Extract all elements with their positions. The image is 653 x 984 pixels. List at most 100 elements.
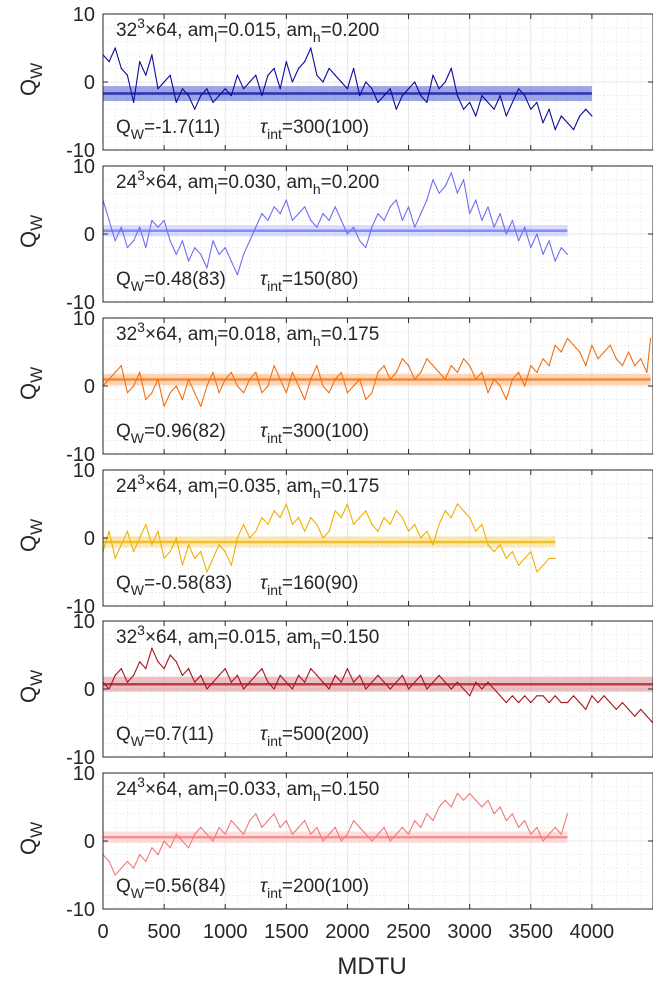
y-axis-label-main: Q	[16, 686, 41, 703]
data-point	[536, 233, 538, 235]
data-point	[236, 674, 239, 677]
data-point	[371, 681, 373, 683]
data-point	[542, 840, 544, 842]
data-point	[279, 213, 281, 215]
data-point	[322, 840, 324, 842]
data-point	[200, 826, 202, 829]
data-point	[322, 81, 324, 83]
data-point	[346, 833, 349, 835]
data-point	[389, 840, 391, 842]
data-point	[359, 378, 361, 380]
data-point	[450, 517, 452, 519]
data-point	[126, 392, 129, 394]
data-point	[132, 385, 135, 387]
data-point	[524, 95, 526, 97]
data-point	[377, 101, 379, 103]
ensemble-label-text: =0.015, am	[217, 20, 313, 41]
data-point	[438, 674, 440, 677]
data-point	[469, 792, 471, 795]
data-point	[646, 371, 648, 373]
stat-q-value: =0.96(82)	[144, 421, 226, 442]
x-tick-label: 3000	[447, 921, 492, 943]
data-point	[261, 213, 263, 215]
data-point	[114, 240, 116, 242]
data-point	[108, 219, 110, 221]
data-point	[493, 688, 495, 690]
data-point	[365, 510, 367, 512]
ensemble-sub-h: h	[313, 29, 321, 45]
data-point	[407, 365, 410, 367]
data-point	[548, 365, 550, 367]
data-point	[462, 510, 465, 512]
data-point	[649, 337, 652, 339]
stat-tau-value: =300(100)	[282, 117, 369, 138]
data-point	[456, 503, 459, 505]
data-point	[291, 523, 294, 526]
data-point	[157, 530, 159, 532]
data-point	[524, 557, 526, 560]
y-tick-label: 10	[73, 156, 95, 178]
data-point	[450, 365, 452, 367]
data-point	[261, 95, 263, 97]
data-point	[505, 557, 507, 560]
data-point	[414, 378, 416, 380]
data-point	[151, 392, 153, 394]
data-point	[566, 702, 569, 704]
data-point	[157, 378, 159, 380]
data-point	[475, 199, 477, 201]
data-point	[346, 88, 349, 90]
data-point	[230, 564, 232, 566]
data-point	[377, 674, 379, 677]
data-point	[377, 833, 379, 835]
data-point	[462, 358, 465, 360]
data-point	[560, 247, 562, 249]
data-point	[365, 247, 367, 249]
data-point	[554, 260, 556, 262]
data-point	[585, 365, 587, 367]
data-point	[328, 688, 330, 690]
data-point	[462, 799, 465, 801]
data-point	[401, 95, 404, 97]
data-point	[120, 544, 122, 546]
data-point	[401, 517, 404, 519]
x-tick-label: 3500	[509, 921, 554, 943]
data-point	[187, 668, 190, 670]
stat-label: QW=0.96(82)	[116, 421, 226, 446]
ensemble-label: 243×64, aml=0.030, amh=0.200	[116, 167, 379, 197]
data-point	[157, 88, 159, 90]
data-point	[114, 557, 116, 560]
x-tick-label: 4000	[570, 921, 615, 943]
data-point	[524, 820, 526, 822]
y-tick-label: 0	[84, 376, 95, 398]
ensemble-label-text: =0.200	[321, 172, 380, 193]
data-point	[585, 708, 587, 711]
data-point	[475, 115, 477, 117]
data-point	[371, 226, 373, 228]
stat-q-sub: W	[131, 126, 145, 142]
data-point	[273, 67, 275, 69]
data-point	[334, 674, 336, 677]
data-point	[151, 647, 153, 649]
data-point	[499, 385, 501, 387]
y-axis-label-main: Q	[16, 838, 41, 855]
data-point	[267, 820, 269, 822]
data-point	[560, 351, 562, 353]
data-point	[279, 378, 281, 380]
data-point	[242, 523, 245, 526]
data-point	[475, 378, 477, 380]
tau-label: τint=160(90)	[260, 573, 359, 598]
data-point	[200, 674, 202, 677]
data-point	[609, 344, 611, 346]
data-point	[536, 695, 538, 697]
data-point	[505, 233, 507, 235]
x-tick-label: 1500	[264, 921, 309, 943]
data-point	[401, 674, 404, 677]
data-point	[359, 517, 361, 519]
data-point	[316, 826, 318, 829]
data-point	[139, 854, 141, 856]
data-point	[493, 378, 495, 380]
data-point	[383, 365, 385, 367]
data-point	[548, 108, 550, 110]
data-point	[340, 219, 342, 221]
